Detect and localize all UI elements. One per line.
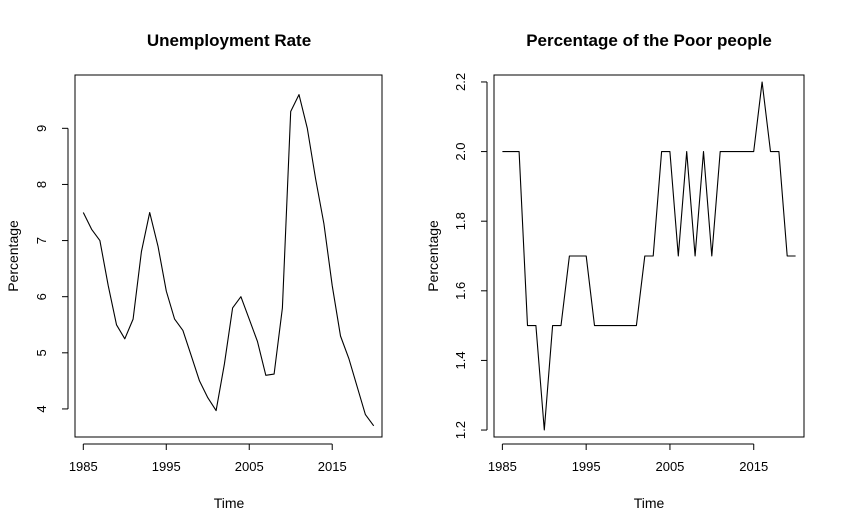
y-tick-label: 5 [34, 349, 49, 356]
x-tick-label: 2005 [235, 459, 264, 474]
y-tick-label: 1.2 [453, 421, 468, 439]
x-axis-label: Time [214, 495, 245, 511]
y-axis-label: Percentage [5, 220, 21, 292]
y-tick-label: 4 [34, 405, 49, 412]
y-tick-label: 7 [34, 237, 49, 244]
y-axis-label: Percentage [425, 220, 441, 292]
plot-frame [74, 74, 383, 438]
x-tick-label: 2015 [739, 459, 768, 474]
series-line [502, 81, 796, 431]
y-tick-label: 2.0 [453, 143, 468, 161]
y-tick-label: 8 [34, 181, 49, 188]
y-tick-label: 1.4 [453, 351, 468, 369]
chart-title: Unemployment Rate [147, 31, 311, 50]
x-tick-label: 1995 [572, 459, 601, 474]
x-tick-label: 1995 [152, 459, 181, 474]
y-tick-label: 1.8 [453, 212, 468, 230]
plot-frame [493, 74, 805, 438]
x-tick-label: 2005 [655, 459, 684, 474]
x-axis-label: Time [634, 495, 665, 511]
x-tick-label: 1985 [69, 459, 98, 474]
x-tick-label: 2015 [318, 459, 347, 474]
x-tick-label: 1985 [488, 459, 517, 474]
y-tick-label: 2.2 [453, 73, 468, 91]
series-line [82, 94, 375, 427]
y-tick-label: 6 [34, 293, 49, 300]
y-tick-label: 1.6 [453, 282, 468, 300]
unemployment-rate-chart: Unemployment Rate Time Percentage 1985 19… [5, 31, 383, 511]
poor-people-percentage-chart: Percentage of the Poor people Time Perce… [425, 31, 805, 511]
chart-title: Percentage of the Poor people [526, 31, 772, 50]
y-tick-label: 9 [34, 125, 49, 132]
